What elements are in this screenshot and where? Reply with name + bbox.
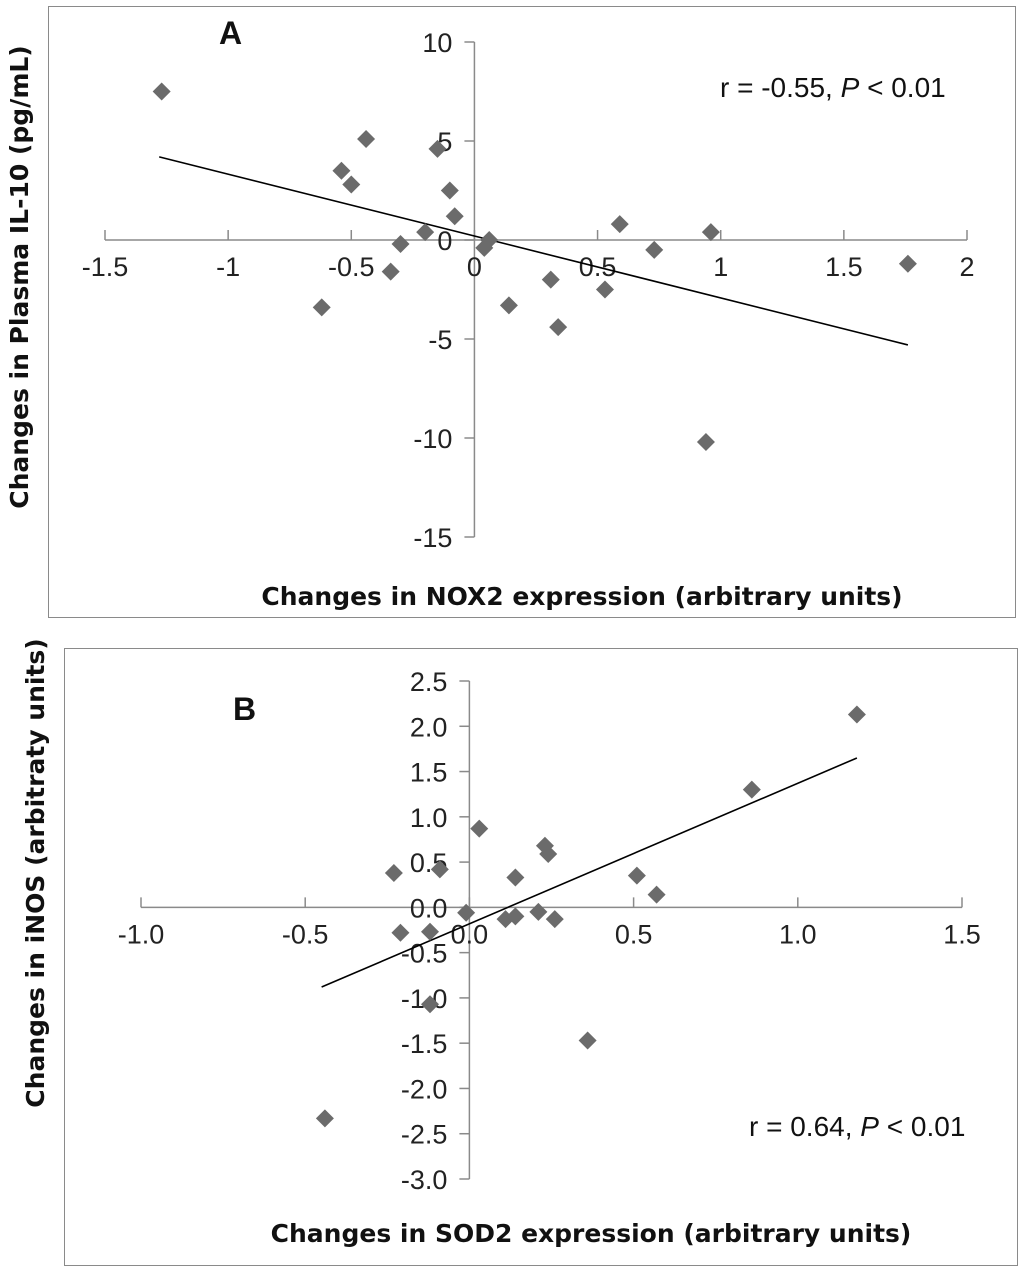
data-point (440, 181, 459, 200)
data-point (312, 298, 331, 317)
panel-label-a: A (219, 15, 242, 51)
x-axis-title-a: Changes in NOX2 expression (arbitrary un… (261, 582, 902, 611)
y-tick-label: -5 (428, 325, 452, 355)
x-tick-label: -0.5 (282, 919, 329, 949)
data-point (506, 907, 525, 926)
data-point (475, 238, 494, 257)
y-tick-label: -1.0 (401, 984, 448, 1014)
data-point (545, 910, 564, 929)
data-point (645, 240, 664, 259)
x-tick-label: 0 (467, 252, 482, 282)
data-point (384, 863, 403, 882)
data-point (391, 234, 410, 253)
data-point (332, 161, 351, 180)
data-point (342, 175, 361, 194)
y-tick-label: -2.5 (401, 1120, 448, 1150)
data-point (647, 885, 666, 904)
y-tick-label: 1.5 (410, 758, 448, 788)
correlation-annotation-a: r = -0.55, P < 0.01 (720, 72, 946, 103)
data-point (696, 432, 715, 451)
trendline-b (321, 757, 858, 988)
data-point (152, 82, 171, 101)
y-tick-label: -2.0 (401, 1074, 448, 1104)
x-tick-label: 1.5 (825, 252, 863, 282)
y-tick-label: 2.5 (410, 667, 448, 697)
data-point (470, 819, 489, 838)
x-tick-label: -1 (216, 252, 240, 282)
data-point (499, 296, 518, 315)
x-tick-label: 1.5 (943, 919, 981, 949)
data-point (416, 223, 435, 242)
scatter-chart-b: B r = 0.64, P < 0.01 Changes in SOD2 exp… (21, 638, 981, 1248)
data-point (391, 923, 410, 942)
data-point (529, 902, 548, 921)
data-point (506, 868, 525, 887)
data-point (420, 995, 439, 1014)
y-tick-label: -1.5 (401, 1029, 448, 1059)
data-point (701, 223, 720, 242)
x-tick-label: 1.0 (779, 919, 817, 949)
data-point (541, 270, 560, 289)
scatter-chart-a: A r = -0.55, P < 0.01 Changes in NOX2 ex… (5, 15, 975, 611)
data-point (898, 254, 917, 273)
correlation-annotation-b: r = 0.64, P < 0.01 (749, 1111, 965, 1142)
y-tick-label: 2.0 (410, 712, 448, 742)
x-tick-label: 0.5 (615, 919, 653, 949)
y-tick-label: 0.0 (410, 893, 448, 923)
data-point (496, 910, 515, 929)
trendline-a (158, 156, 909, 346)
data-point (430, 860, 449, 879)
data-point (595, 280, 614, 299)
data-point (428, 139, 447, 158)
x-tick-label: -1.5 (82, 252, 129, 282)
data-point (381, 262, 400, 281)
data-point (357, 130, 376, 149)
x-tick-label: -1.0 (118, 919, 165, 949)
chart-panel-b: B r = 0.64, P < 0.01 Changes in SOD2 exp… (21, 638, 1018, 1266)
y-tick-label: -15 (413, 523, 452, 553)
data-point (578, 1031, 597, 1050)
data-point (457, 903, 476, 922)
data-point (539, 844, 558, 863)
y-axis-title-b: Changes in iNOS (arbitraty units) (21, 638, 50, 1107)
y-tick-label: 10 (422, 28, 452, 58)
data-point (627, 866, 646, 885)
data-point (742, 780, 761, 799)
data-point (315, 1109, 334, 1128)
y-tick-label: 0 (437, 226, 452, 256)
x-tick-label: 2 (959, 252, 974, 282)
y-axis-title-a: Changes in Plasma IL-10 (pg/mL) (5, 45, 34, 508)
chart-panel-a: A r = -0.55, P < 0.01 Changes in NOX2 ex… (5, 6, 1016, 618)
y-tick-label: 1.0 (410, 803, 448, 833)
y-tick-label: -10 (413, 424, 452, 454)
panel-label-b: B (233, 691, 256, 727)
x-axis-title-b: Changes in SOD2 expression (arbitrary un… (271, 1219, 912, 1248)
y-tick-label: -3.0 (401, 1165, 448, 1195)
data-points-a (152, 82, 917, 451)
data-point (847, 705, 866, 724)
data-point (420, 922, 439, 941)
data-point (610, 215, 629, 234)
x-tick-label: 1 (713, 252, 728, 282)
data-point (445, 207, 464, 226)
data-point (549, 318, 568, 337)
data-points-b (315, 705, 866, 1128)
x-tick-label: -0.5 (328, 252, 375, 282)
